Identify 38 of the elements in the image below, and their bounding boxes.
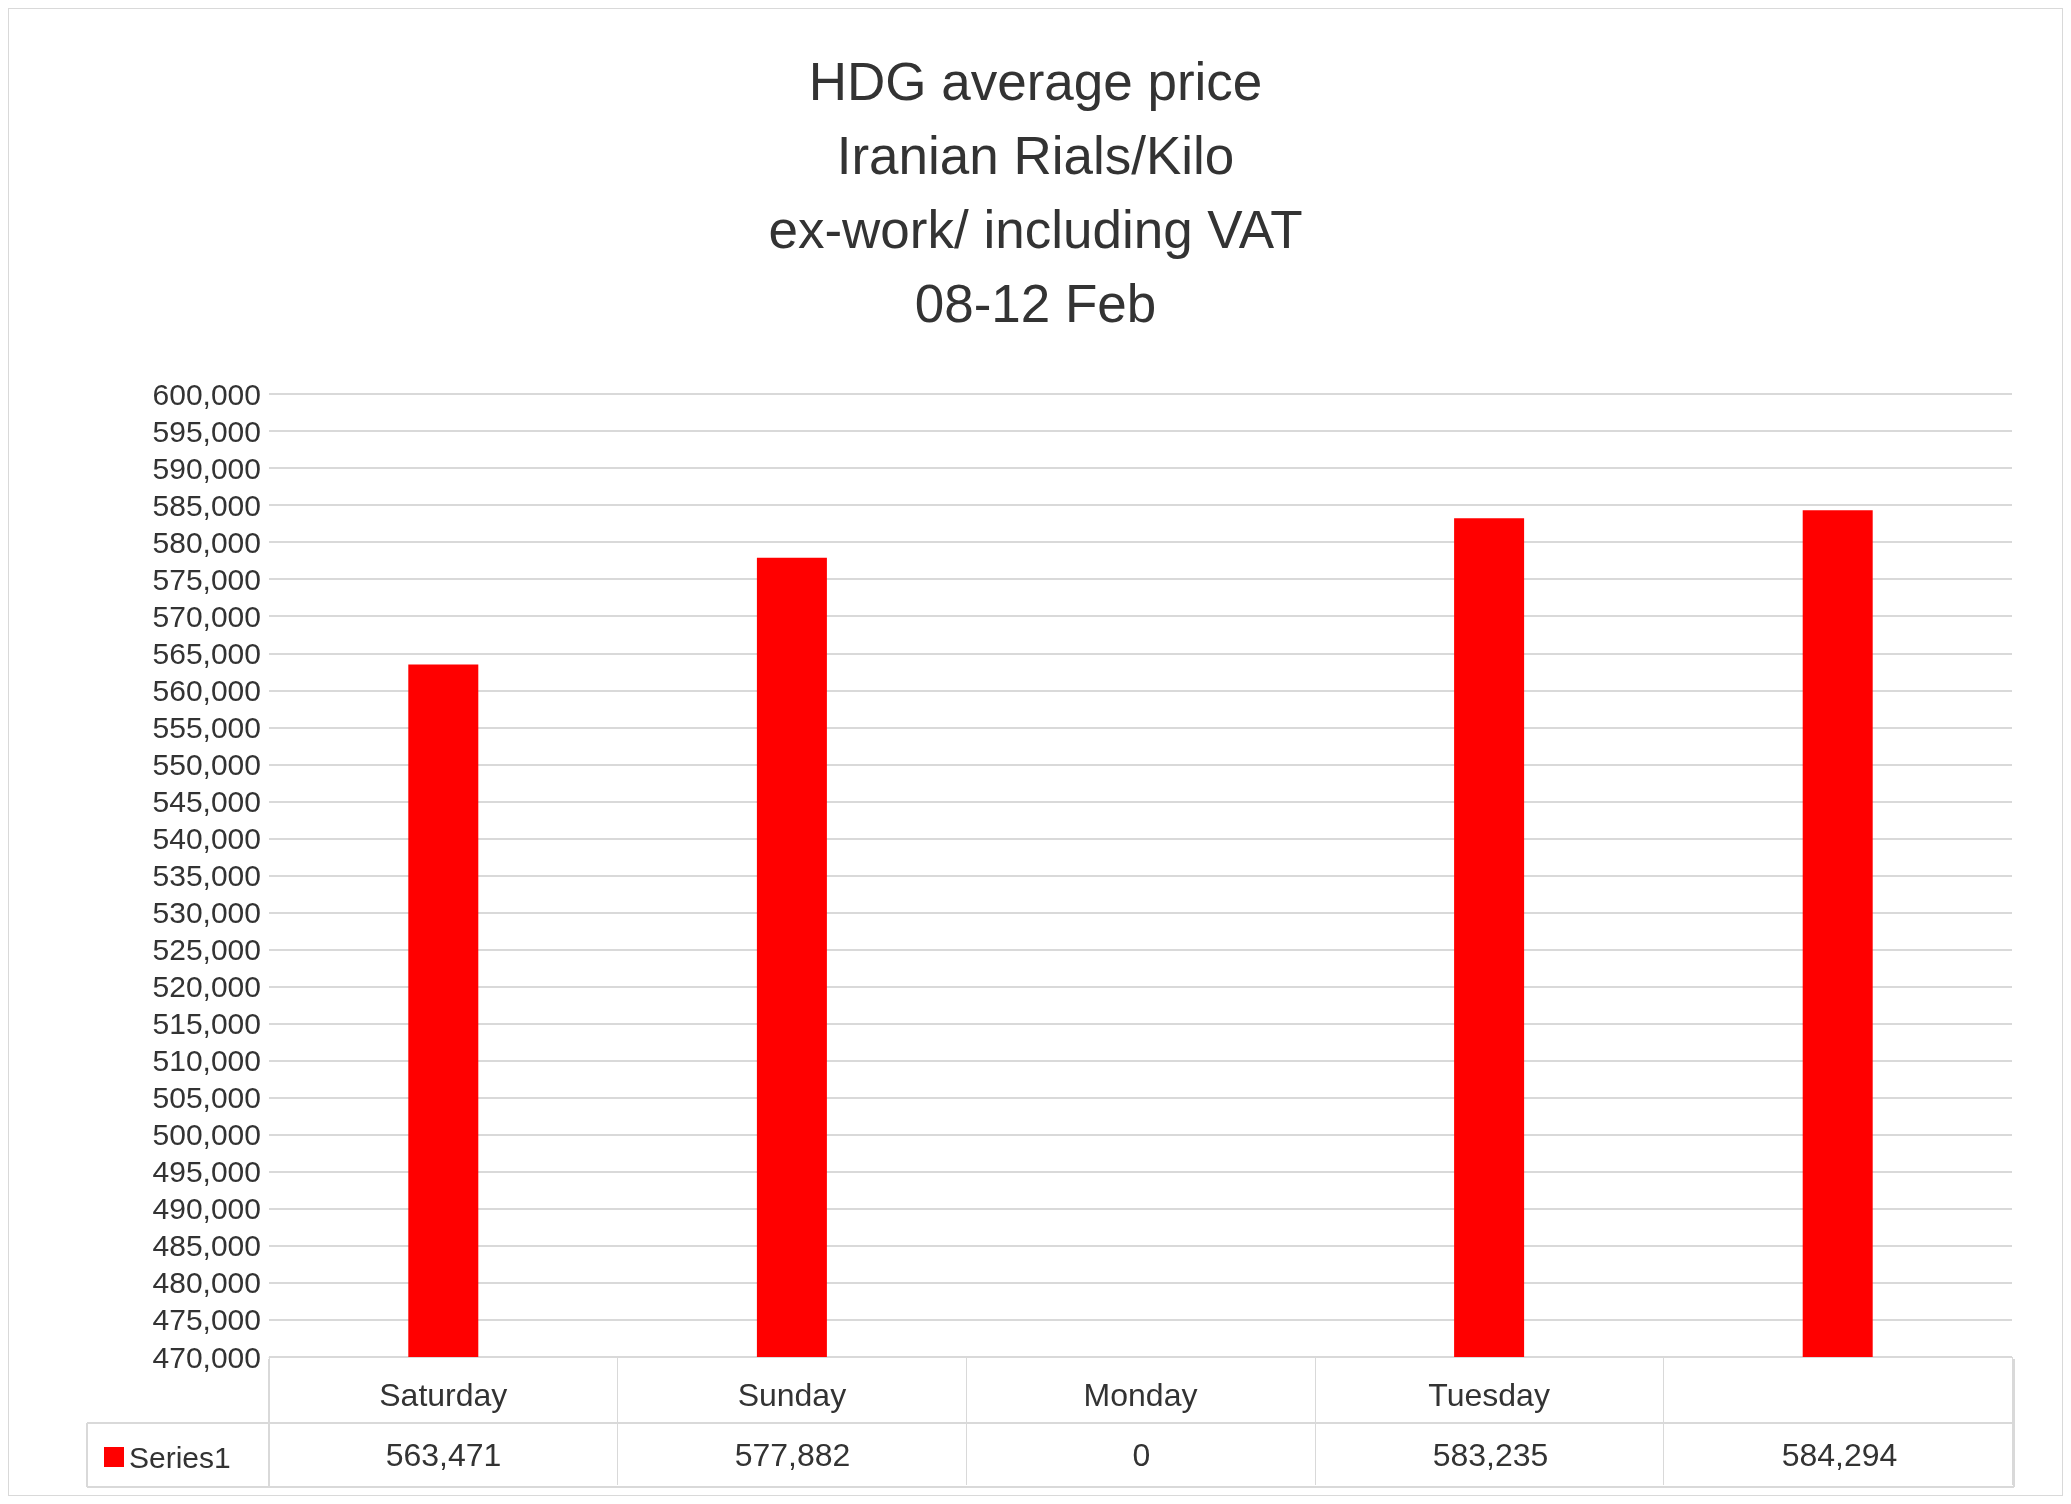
data-label: 577,882 bbox=[734, 1437, 851, 1473]
y-tick-label: 470,000 bbox=[152, 1340, 261, 1374]
chart-title: HDG average price Iranian Rials/Kilo ex-work/ including VAT 08-12 Feb bbox=[768, 51, 1303, 333]
y-tick-label: 555,000 bbox=[152, 710, 261, 744]
legend-label: Series1 bbox=[129, 1440, 231, 1474]
y-tick-label: 485,000 bbox=[152, 1229, 261, 1263]
x-tick-label: Sunday bbox=[737, 1377, 847, 1413]
y-tick-label: 575,000 bbox=[152, 562, 261, 596]
y-tick-label: 570,000 bbox=[152, 599, 261, 633]
y-tick-label: 475,000 bbox=[152, 1303, 261, 1337]
y-tick-label: 580,000 bbox=[152, 525, 261, 559]
x-tick-label: Tuesday bbox=[1428, 1377, 1550, 1413]
y-tick-label: 530,000 bbox=[152, 896, 261, 930]
text: 0 bbox=[1132, 1437, 1151, 1473]
y-tick-label: 595,000 bbox=[152, 414, 261, 448]
y-tick-label: 505,000 bbox=[152, 1081, 261, 1115]
y-tick-label: 525,000 bbox=[152, 933, 261, 967]
y-tick-label: 510,000 bbox=[152, 1044, 261, 1078]
data-label: 563,471 bbox=[385, 1437, 502, 1473]
y-tick-label: 585,000 bbox=[152, 488, 261, 522]
y-tick-label: 480,000 bbox=[152, 1266, 261, 1300]
y-tick-label: 520,000 bbox=[152, 970, 261, 1004]
y-tick-label: 550,000 bbox=[152, 747, 261, 781]
y-tick-label: 545,000 bbox=[152, 784, 261, 818]
y-tick-label: 500,000 bbox=[152, 1118, 261, 1152]
y-tick-label: 565,000 bbox=[152, 636, 261, 670]
y-tick-label: 540,000 bbox=[152, 821, 261, 855]
y-tick-label: 490,000 bbox=[152, 1192, 261, 1226]
x-tick-label: Monday bbox=[1083, 1377, 1198, 1413]
y-tick-label: 590,000 bbox=[152, 451, 261, 485]
y-tick-label: 600,000 bbox=[152, 377, 261, 411]
y-tick-label: 535,000 bbox=[152, 859, 261, 892]
y-tick-label: 495,000 bbox=[152, 1155, 261, 1189]
data-label: 583,235 bbox=[1432, 1437, 1549, 1473]
y-tick-label: 560,000 bbox=[152, 673, 261, 707]
y-tick-label: 515,000 bbox=[152, 1007, 261, 1041]
data-label: 584,294 bbox=[1781, 1437, 1898, 1473]
x-tick-label: Saturday bbox=[379, 1377, 508, 1413]
